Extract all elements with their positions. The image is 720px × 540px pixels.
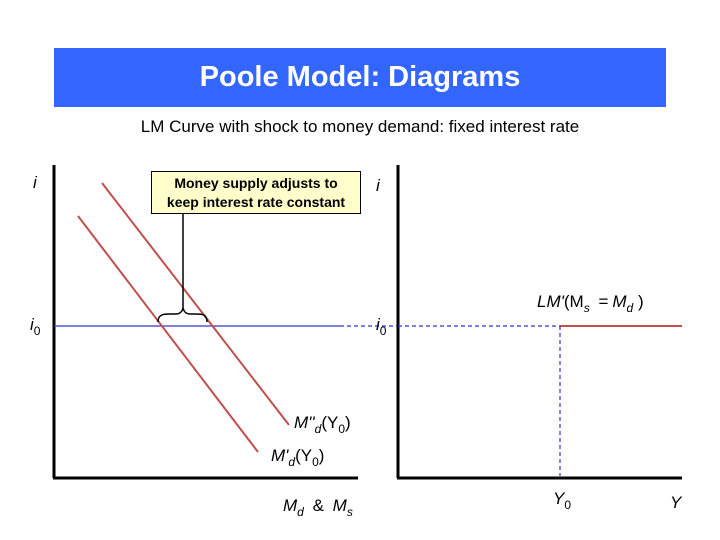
callout-line-2: keep interest rate constant — [166, 194, 346, 210]
y0-label: Y0 — [553, 489, 572, 512]
money-demand-curve-upper — [101, 182, 290, 426]
money-demand-upper-label: M''d(Y0) — [294, 413, 351, 436]
title-bar: Poole Model: Diagrams — [54, 48, 666, 107]
callout-line-1: Money supply adjusts to — [174, 175, 338, 191]
left-y-axis-label: i — [33, 173, 37, 192]
right-x-axis-label: Y — [670, 493, 682, 512]
callout-box: Money supply adjusts to keep interest ra… — [151, 171, 361, 214]
right-i0-label: i0 — [376, 315, 387, 338]
page-subtitle: LM Curve with shock to money demand: fix… — [140, 117, 580, 136]
left-i0-label: i0 — [30, 315, 41, 338]
lm-curve-label: LM'(Ms = Md ) — [537, 292, 644, 315]
money-demand-curve-lower — [77, 215, 259, 453]
right-y-axis-label: i — [376, 176, 380, 195]
page-title: Poole Model: Diagrams — [199, 61, 521, 93]
money-demand-lower-label: M'd(Y0) — [271, 446, 325, 469]
left-x-axis-label: Md & Ms — [283, 496, 353, 519]
